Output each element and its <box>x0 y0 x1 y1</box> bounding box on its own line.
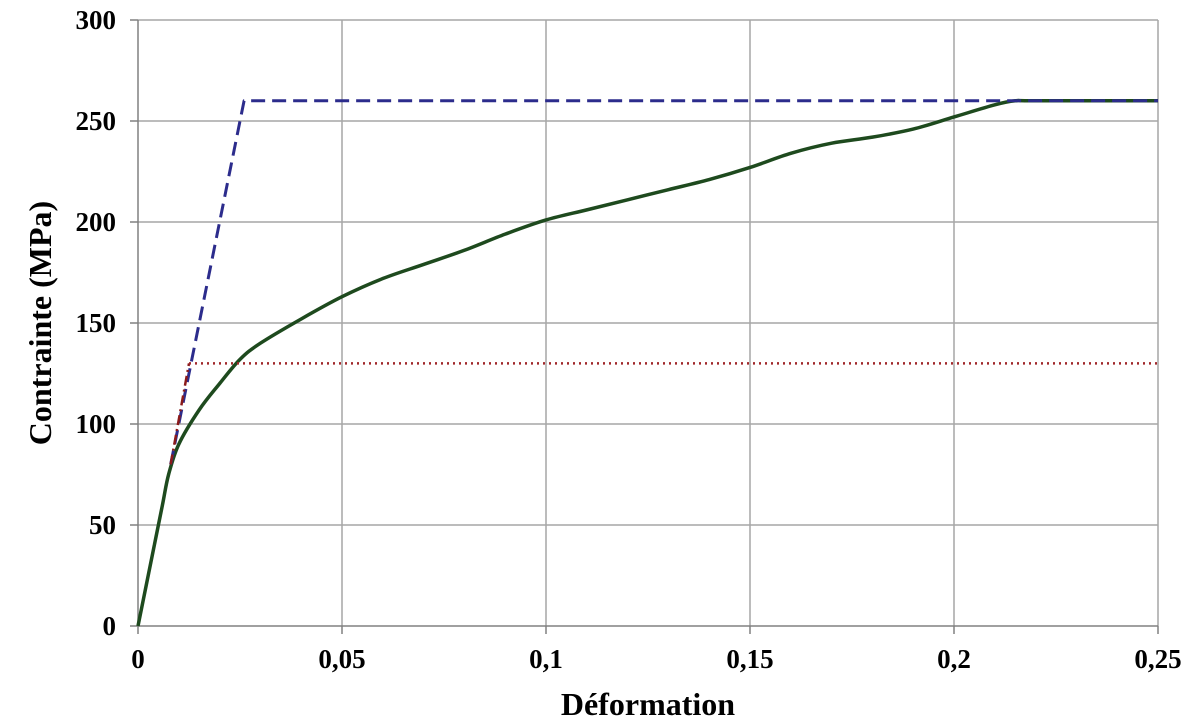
series-line-dashed <box>169 99 1158 465</box>
x-tick-label: 0,25 <box>1134 644 1181 674</box>
grid <box>138 19 1159 626</box>
x-tick-label: 0,05 <box>318 644 365 674</box>
x-tick-label: 0,15 <box>726 644 773 674</box>
x-axis-title: Déformation <box>561 686 735 722</box>
x-tick-label: 0,1 <box>529 644 563 674</box>
series-group <box>136 98 1158 627</box>
y-tick-label: 250 <box>76 106 117 136</box>
y-tick-label: 150 <box>76 308 117 338</box>
y-tick-label: 0 <box>103 611 117 641</box>
series-line-solid <box>136 98 1158 627</box>
y-tick-label: 50 <box>89 510 116 540</box>
y-axis-title: Contrainte (MPa) <box>22 201 58 445</box>
y-tick-label: 200 <box>76 207 117 237</box>
y-tick-label: 100 <box>76 409 117 439</box>
axes <box>130 19 1159 634</box>
x-tick-label: 0,2 <box>937 644 971 674</box>
x-tick-label: 0 <box>131 644 145 674</box>
tick-labels: 0 50 100 150 200 250 300 0 0,05 0,1 0,15 0,2 0,25 <box>76 5 1182 674</box>
series-line-dash-dot <box>169 363 191 465</box>
y-tick-label: 300 <box>76 5 117 35</box>
